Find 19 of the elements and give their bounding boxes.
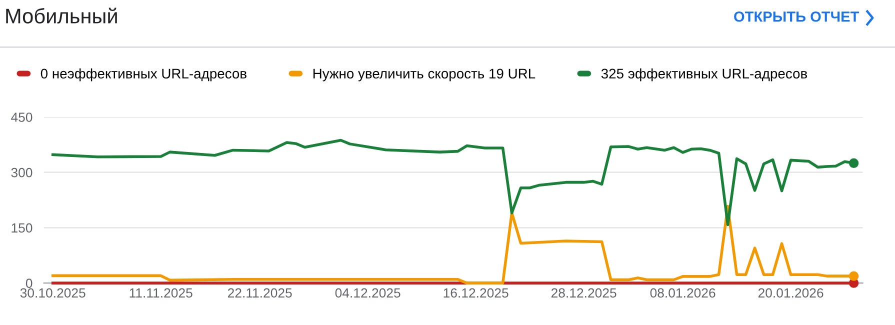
legend-label: 325 эффективных URL-адресов — [601, 68, 808, 82]
point — [848, 158, 859, 168]
chart-title: Мобильный — [6, 8, 117, 24]
legend-label: 0 неэффективных URL-адресов — [40, 68, 246, 82]
x-tick-label: 20.01.2026 — [758, 288, 824, 298]
x-tick-label: 08.01.2026 — [650, 288, 716, 298]
y-tick-label: 300 — [11, 168, 32, 178]
x-tick-label: 16.12.2025 — [444, 288, 508, 298]
y-tick-label: 450 — [11, 112, 32, 122]
text: ОТКРЫТЬ ОТЧЕТ — [734, 11, 860, 22]
x-tick-label: 30.10.2025 — [20, 288, 86, 298]
legend-label: Нужно увеличить скорость 19 URL — [313, 68, 536, 82]
x-tick-label: 04.12.2025 — [335, 288, 400, 298]
y-tick-label: 150 — [12, 223, 32, 233]
x-tick-label: 28.12.2025 — [551, 288, 616, 298]
x-tick-label: 11.11.2025 — [130, 288, 192, 298]
y-tick-label: 0 — [26, 278, 32, 288]
x-tick-label: 22.11.2025 — [228, 288, 292, 298]
point — [848, 271, 859, 281]
